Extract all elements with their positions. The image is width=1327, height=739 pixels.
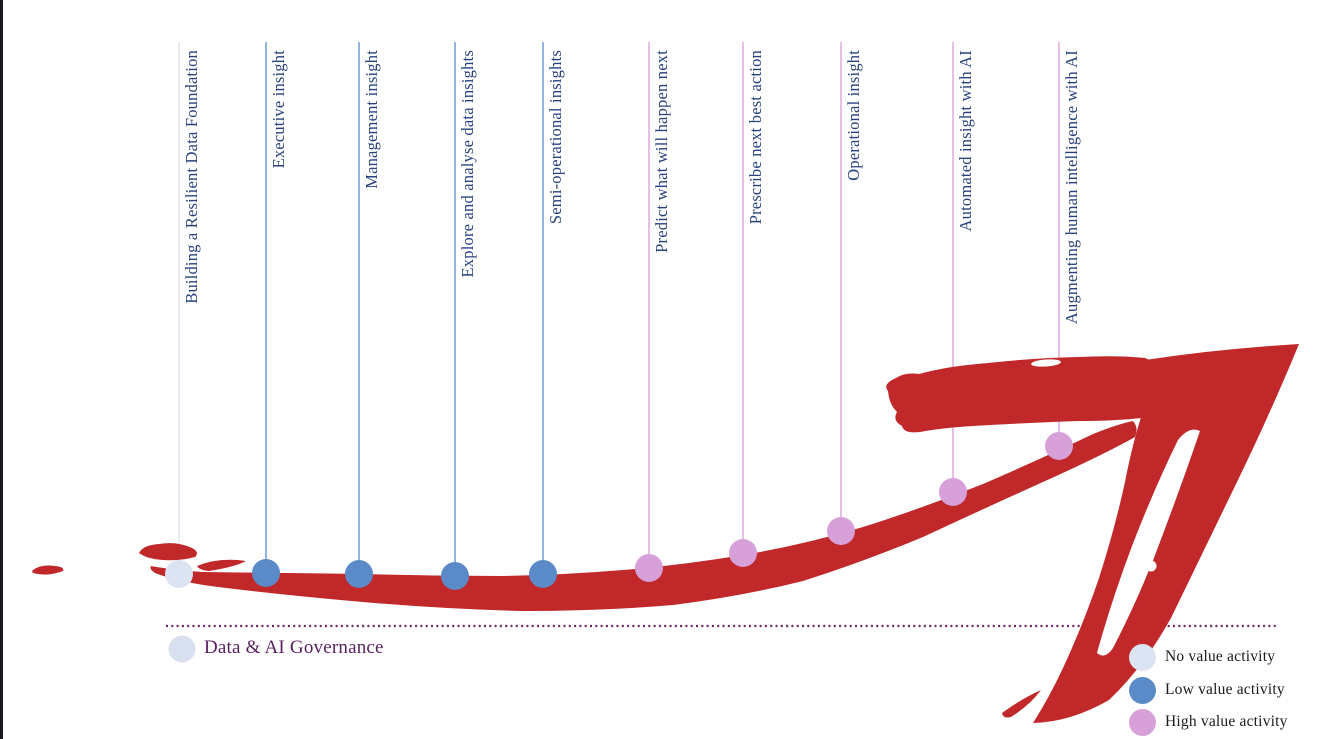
- brush-arrow: [32, 344, 1299, 723]
- milestone-dot: [939, 478, 967, 506]
- milestone-label: Management insight: [362, 50, 381, 189]
- brush-dash: [32, 565, 64, 575]
- legend-label: Low value activity: [1165, 681, 1285, 698]
- brush-gap: [1031, 359, 1061, 367]
- brush-gap: [1145, 560, 1157, 572]
- milestone-label: Operational insight: [844, 50, 863, 181]
- milestone-dot: [1045, 432, 1073, 460]
- milestone-dot: [165, 560, 193, 588]
- brush-fleck: [1002, 690, 1041, 718]
- legend-swatch-low-value: [1129, 676, 1156, 704]
- legend-label: High value activity: [1165, 713, 1288, 730]
- brush-arrowhead: [1033, 344, 1299, 723]
- governance-dot: [168, 635, 196, 663]
- milestone-label: Executive insight: [269, 50, 288, 169]
- legend-item: No value activity: [1129, 643, 1276, 671]
- milestone-lines: [178, 42, 1060, 576]
- brush-gap: [1097, 429, 1200, 656]
- maturity-curve-canvas: [32, 42, 1299, 723]
- milestone-label: Prescribe next best action: [746, 50, 765, 225]
- milestone-label: Predict what will happen next: [652, 50, 671, 253]
- milestone-dot: [529, 560, 557, 588]
- legend-item: High value activity: [1129, 708, 1288, 736]
- milestone-dot: [635, 554, 663, 582]
- brush-arrowhead-barb: [886, 356, 1154, 433]
- milestone-label: Automated insight with AI: [956, 50, 975, 232]
- milestone-dot: [827, 517, 855, 545]
- brush-shaft: [150, 421, 1137, 611]
- milestone-dots: [165, 432, 1073, 590]
- milestone-label: Augmenting human intelligence with AI: [1062, 50, 1081, 325]
- milestone-label: Semi-operational insights: [546, 50, 565, 225]
- milestone-dot: [441, 562, 469, 590]
- milestone-dot: [345, 560, 373, 588]
- legend-swatch-high-value: [1129, 708, 1156, 736]
- legend-label: No value activity: [1165, 648, 1276, 665]
- legend-swatch-none-value: [1129, 643, 1156, 671]
- governance-label: Data & AI Governance: [204, 637, 384, 658]
- legend-item: Low value activity: [1129, 676, 1285, 704]
- milestone-dot: [729, 539, 757, 567]
- milestone-dot: [252, 559, 280, 587]
- brush-splat: [139, 543, 197, 561]
- brush-splat: [197, 559, 246, 571]
- milestone-label: Explore and analyse data insights: [458, 50, 477, 278]
- milestone-label: Building a Resilient Data Foundation: [182, 50, 201, 304]
